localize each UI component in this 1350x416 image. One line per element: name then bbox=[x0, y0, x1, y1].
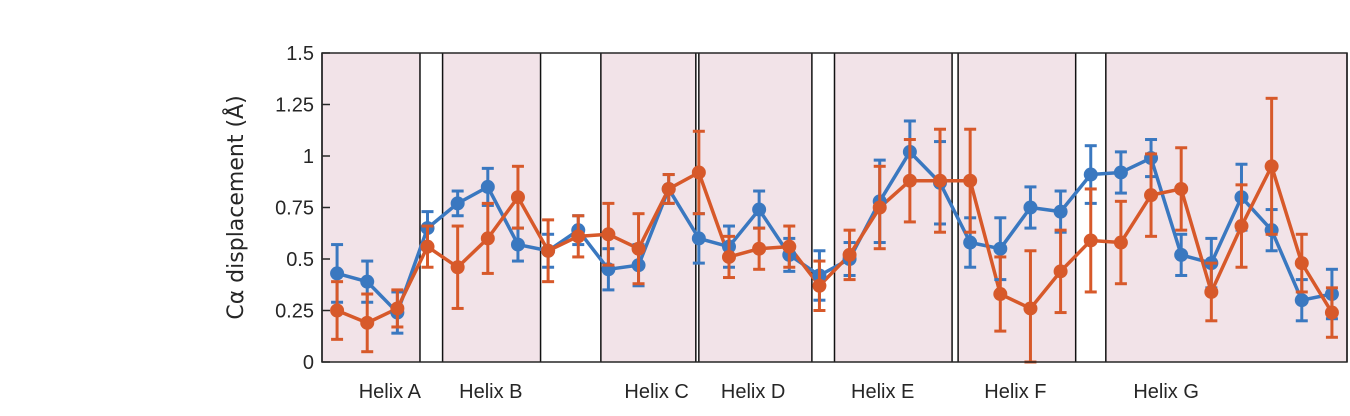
helix-bands bbox=[321, 53, 1348, 362]
series-1-point-28 bbox=[1174, 247, 1189, 262]
series-2-point-16 bbox=[812, 278, 827, 293]
helix-labels: Helix A Helix B Helix C Helix D Helix E Helix… bbox=[359, 381, 1199, 403]
series-2-point-32 bbox=[1294, 256, 1309, 271]
series-1-point-0 bbox=[330, 266, 345, 281]
y-tick-label-6: 1.5 bbox=[286, 43, 314, 65]
series-1-point-32 bbox=[1294, 293, 1309, 308]
y-axis: 0 0.25 0.5 0.75 1 1.25 1.5 Cα displacement (Å) bbox=[222, 43, 314, 374]
y-axis-label: Cα displacement (Å) bbox=[222, 95, 249, 319]
series-1-point-26 bbox=[1113, 165, 1128, 180]
series-1-point-14 bbox=[752, 202, 767, 217]
y-tick-label-2: 0.5 bbox=[286, 249, 314, 271]
series-2-point-18 bbox=[872, 200, 887, 215]
series-2-point-33 bbox=[1324, 305, 1339, 320]
series-2-point-3 bbox=[420, 239, 435, 254]
series-2-point-22 bbox=[993, 287, 1008, 302]
series-2-point-20 bbox=[933, 173, 948, 188]
series-1-point-24 bbox=[1053, 204, 1068, 219]
series-lines bbox=[336, 150, 1334, 325]
series-2-line bbox=[336, 164, 1334, 325]
series-1-point-1 bbox=[360, 274, 375, 289]
helix-label-6: Helix G bbox=[1133, 381, 1199, 403]
series-2-point-23 bbox=[1023, 301, 1038, 316]
series-2-point-4 bbox=[450, 260, 465, 275]
series-2-point-13 bbox=[721, 249, 736, 264]
y-tick-label-1: 0.25 bbox=[275, 301, 314, 323]
helix-label-3: Helix D bbox=[721, 381, 785, 403]
series-1-point-4 bbox=[450, 196, 465, 211]
series-2-point-14 bbox=[752, 241, 767, 256]
helix-label-4: Helix E bbox=[851, 381, 914, 403]
series-2-point-24 bbox=[1053, 264, 1068, 279]
series-2-point-29 bbox=[1204, 284, 1219, 299]
series-1-point-6 bbox=[510, 237, 525, 252]
series-2-point-31 bbox=[1264, 159, 1279, 174]
helix-band-6 bbox=[1105, 53, 1347, 362]
series-2-point-11 bbox=[661, 181, 676, 196]
series-2-point-26 bbox=[1113, 235, 1128, 250]
data-marks bbox=[330, 96, 1339, 364]
helix-label-2: Helix C bbox=[624, 381, 688, 403]
series-1-point-22 bbox=[993, 241, 1008, 256]
series-2-point-30 bbox=[1234, 219, 1249, 234]
series-2-point-5 bbox=[480, 231, 495, 246]
series-2-point-10 bbox=[631, 241, 646, 256]
series-2-point-25 bbox=[1083, 233, 1098, 248]
series-2-point-12 bbox=[691, 165, 706, 180]
series-2-point-21 bbox=[963, 173, 978, 188]
series-2-point-1 bbox=[360, 315, 375, 330]
series-2-point-2 bbox=[390, 301, 405, 316]
series-2-point-9 bbox=[601, 227, 616, 242]
series-2-point-17 bbox=[842, 247, 857, 262]
series-1-point-21 bbox=[963, 235, 978, 250]
y-tick-label-5: 1.25 bbox=[275, 95, 314, 117]
series-2-point-7 bbox=[541, 243, 556, 258]
series-2-point-0 bbox=[330, 303, 345, 318]
axes bbox=[321, 52, 1348, 363]
series-2-point-8 bbox=[571, 229, 586, 244]
series-2-point-15 bbox=[782, 239, 797, 254]
helix-label-0: Helix A bbox=[359, 381, 422, 403]
series-2-point-28 bbox=[1174, 181, 1189, 196]
series-1-point-12 bbox=[691, 231, 706, 246]
series-1-point-23 bbox=[1023, 200, 1038, 215]
series-1-point-25 bbox=[1083, 167, 1098, 182]
y-tick-label-0: 0 bbox=[303, 352, 314, 374]
y-tick-label-3: 0.75 bbox=[275, 198, 314, 220]
series-2-point-27 bbox=[1144, 188, 1159, 203]
y-tick-label-4: 1 bbox=[303, 146, 314, 168]
helix-label-5: Helix F bbox=[984, 381, 1046, 403]
helix-label-1: Helix B bbox=[459, 381, 522, 403]
series-2-point-6 bbox=[510, 190, 525, 205]
helix-band-4 bbox=[834, 53, 953, 362]
series-2-point-19 bbox=[902, 173, 917, 188]
series-1-point-5 bbox=[480, 179, 495, 194]
